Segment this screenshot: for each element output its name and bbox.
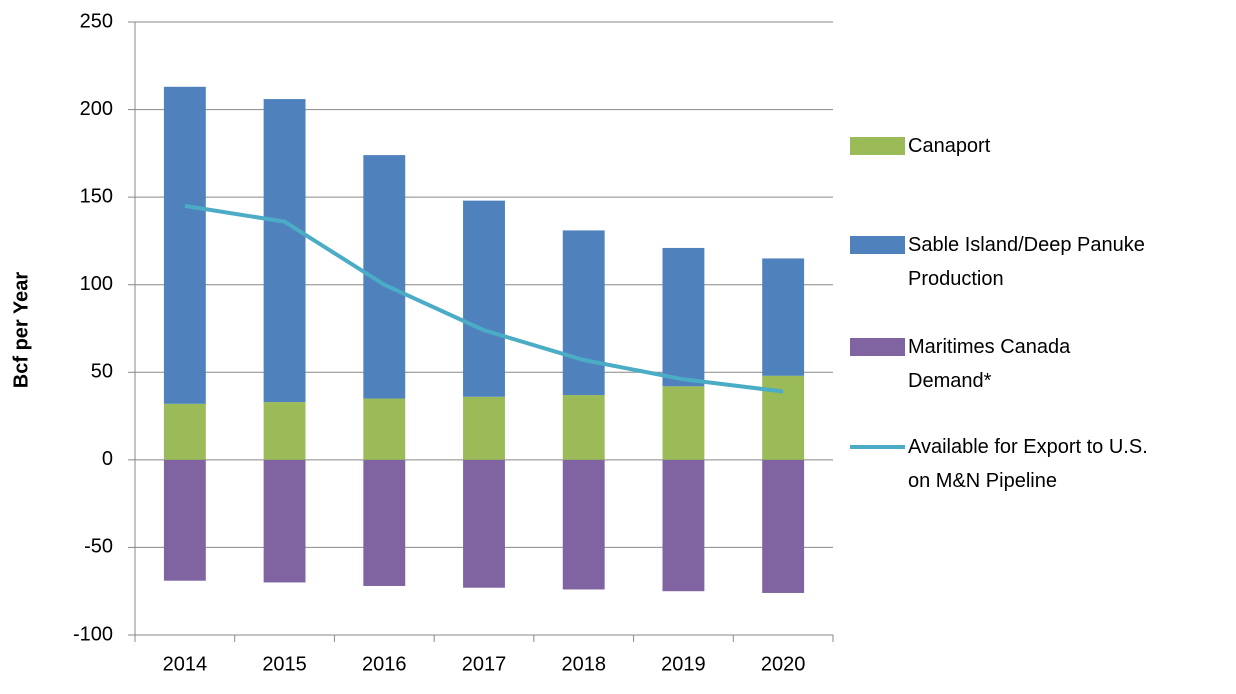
bar <box>263 99 306 403</box>
y-tick-label: -100 <box>73 623 113 645</box>
y-tick-label: 150 <box>80 185 113 207</box>
bar <box>363 459 406 586</box>
legend-swatch <box>850 137 905 155</box>
legend-label: Available for Export to U.S. on M&N Pipe… <box>908 436 1148 492</box>
bar <box>762 258 805 376</box>
legend-label: Canaport <box>908 135 991 157</box>
y-tick-label: 250 <box>80 10 113 32</box>
legend-label: Maritimes Canada Demand* <box>908 336 1071 392</box>
legend-item: Sable Island/Deep Panuke Production <box>850 228 1145 296</box>
bar <box>463 459 505 588</box>
bar <box>363 398 406 460</box>
y-tick-label: 0 <box>102 448 113 470</box>
x-tick-label: 2015 <box>262 653 307 675</box>
legend-item: Available for Export to U.S. on M&N Pipe… <box>850 430 1148 498</box>
bar <box>562 230 605 396</box>
y-axis-label: Bcf per Year <box>10 272 32 389</box>
bar <box>463 396 505 460</box>
bar <box>562 459 605 590</box>
bar <box>163 403 206 460</box>
bar <box>263 459 306 583</box>
x-tick-label: 2018 <box>561 653 606 675</box>
x-tick-label: 2016 <box>362 653 407 675</box>
y-tick-label: -50 <box>84 536 113 558</box>
legend-label: Sable Island/Deep Panuke Production <box>908 234 1145 290</box>
legend-item: Maritimes Canada Demand* <box>850 330 1070 398</box>
x-tick-label: 2014 <box>163 653 208 675</box>
bar <box>662 247 705 387</box>
legend-swatch <box>850 445 905 449</box>
bar <box>263 402 306 460</box>
bar <box>163 86 206 404</box>
bar <box>662 459 705 592</box>
y-tick-label: 50 <box>91 361 113 383</box>
legend-swatch <box>850 236 905 254</box>
legend-swatch <box>850 338 905 356</box>
y-tick-label: 100 <box>80 273 113 295</box>
x-tick-label: 2019 <box>661 653 706 675</box>
legend-item: Canaport <box>850 129 990 163</box>
y-tick-label: 200 <box>80 98 113 120</box>
bar <box>463 200 505 397</box>
bar <box>662 386 705 460</box>
line <box>184 203 784 394</box>
bar <box>163 459 206 581</box>
x-tick-label: 2017 <box>462 653 507 675</box>
bar <box>562 395 605 460</box>
bar <box>762 459 805 593</box>
x-tick-label: 2020 <box>761 653 806 675</box>
